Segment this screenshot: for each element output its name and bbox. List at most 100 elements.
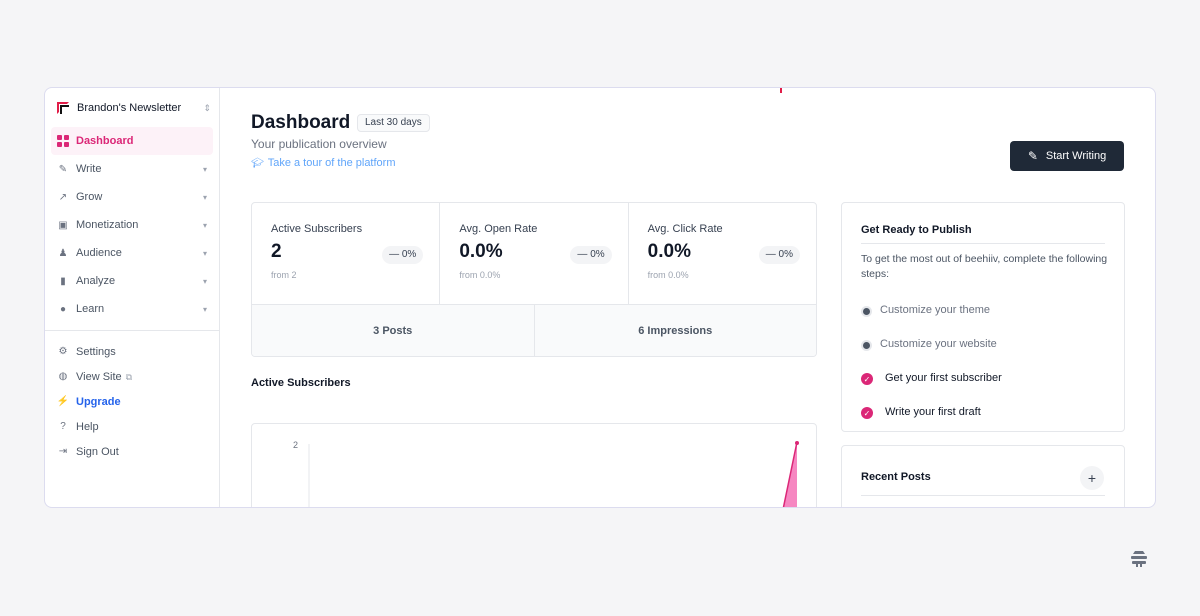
sidebar-item-label: Help (76, 420, 99, 433)
pencil-icon: ✎ (1027, 149, 1038, 163)
stat-label: Active Subscribers (271, 223, 363, 235)
pending-dot-icon (863, 307, 870, 315)
checklist-item[interactable]: ✓ Get your first subscriber (861, 362, 1002, 396)
sidebar-item-write[interactable]: ✎ Write ▾ (51, 155, 213, 183)
sidebar-item-settings[interactable]: ⚙ Settings (51, 339, 213, 364)
sidebar-item-audience[interactable]: ♟ Audience ▾ (51, 239, 213, 267)
posts-count[interactable]: 3 Posts (252, 305, 535, 356)
help-icon: ? (60, 421, 66, 432)
chevron-down-icon: ▾ (202, 304, 207, 314)
sidebar-item-upgrade[interactable]: ⚡ Upgrade (51, 389, 213, 414)
page-title: Dashboard (251, 112, 351, 133)
tour-link[interactable]: 🎓︎ Take a tour of the platform (251, 157, 396, 169)
secondary-nav: ⚙ Settings ◍ View Site ⧉ ⚡ Upgrade ? Help… (51, 339, 213, 464)
publication-switcher[interactable]: Brandon's Newsletter ⇕ (57, 98, 211, 118)
add-post-button[interactable]: + (1080, 466, 1104, 490)
stat-open-rate: Avg. Open Rate 0.0% from 0.0% — 0% (440, 203, 629, 304)
main-content: Dashboard Last 30 days Your publication … (220, 88, 1155, 507)
bar-chart-icon: ▮ (60, 275, 66, 287)
stat-change-badge: — 0% (570, 246, 612, 264)
checklist-label: Write your first draft (885, 406, 981, 418)
grid-icon (57, 135, 69, 147)
checklist-label: Customize your website (880, 338, 997, 350)
tour-link-label: Take a tour of the platform (267, 157, 396, 169)
line-series (782, 441, 798, 507)
page-subtitle: Your publication overview (251, 137, 387, 151)
stat-label: Avg. Open Rate (459, 223, 538, 235)
users-icon: ♟ (58, 247, 68, 259)
check-circle-icon: ✓ (861, 373, 873, 385)
pending-dot-icon (863, 341, 870, 349)
sidebar-item-analyze[interactable]: ▮ Analyze ▾ (51, 267, 213, 295)
chart-svg: 2 (293, 440, 799, 507)
chevron-down-icon: ▾ (202, 276, 207, 286)
lightbulb-icon: ● (59, 303, 67, 315)
start-writing-label: Start Writing (1045, 150, 1107, 162)
stats-card: Active Subscribers 2 from 2 — 0% Avg. Op… (251, 202, 817, 357)
stat-click-rate: Avg. Click Rate 0.0% from 0.0% — 0% (629, 203, 816, 304)
bolt-icon: ⚡ (56, 396, 70, 407)
sidebar-item-help[interactable]: ? Help (51, 414, 213, 439)
checklist-item[interactable]: ✓ Write your first draft (861, 396, 1002, 430)
sidebar-item-dashboard[interactable]: Dashboard (51, 127, 213, 155)
stat-value: 0.0% (647, 241, 691, 262)
panel-description: To get the most out of beehiiv, complete… (861, 253, 1108, 280)
gear-icon: ⚙ (58, 346, 68, 357)
sidebar-item-sign-out[interactable]: ⇥ Sign Out (51, 439, 213, 464)
recent-posts-panel: Recent Posts + (841, 445, 1125, 507)
checklist-item[interactable]: Customize your theme (861, 294, 1002, 328)
sidebar-divider (45, 330, 220, 331)
app-window: Brandon's Newsletter ⇕ Dashboard ✎ Write… (44, 87, 1156, 508)
sidebar-item-label: Write (76, 163, 102, 175)
stat-label: Avg. Click Rate (647, 223, 723, 235)
date-range-badge[interactable]: Last 30 days (357, 114, 430, 132)
impressions-count[interactable]: 6 Impressions (638, 325, 713, 337)
panel-divider (861, 495, 1105, 496)
progress-indicator (780, 88, 782, 93)
sign-out-icon: ⇥ (58, 446, 68, 457)
stat-active-subscribers: Active Subscribers 2 from 2 — 0% (252, 203, 441, 304)
data-point[interactable] (795, 441, 799, 445)
sidebar-item-label: Upgrade (76, 395, 121, 408)
chevron-up-down-icon: ⇕ (203, 102, 211, 113)
globe-icon: ◍ (58, 371, 68, 382)
sidebar-item-label: Learn (76, 303, 105, 315)
checklist-item[interactable]: Customize your website (861, 328, 1002, 362)
chevron-down-icon: ▾ (202, 192, 207, 202)
trending-icon: ↗ (58, 191, 68, 203)
sidebar-item-label: Dashboard (76, 135, 134, 147)
chevron-down-icon: ▾ (202, 164, 207, 174)
beehiiv-logo-icon (1131, 551, 1147, 567)
sidebar-item-label: Settings (76, 345, 116, 358)
panel-title: Get Ready to Publish (861, 224, 972, 236)
sidebar-item-learn[interactable]: ● Learn ▾ (51, 295, 213, 323)
stat-change-badge: — 0% (758, 246, 800, 264)
stat-value: 2 (271, 241, 282, 262)
subscribers-chart: 2 (251, 423, 817, 507)
chevron-down-icon: ▾ (202, 248, 207, 258)
sidebar-item-label: Audience (76, 247, 122, 259)
main-nav: Dashboard ✎ Write ▾ ↗ Grow ▾ ▣ Monetizat… (51, 127, 213, 323)
sidebar-item-monetization[interactable]: ▣ Monetization ▾ (51, 211, 213, 239)
panel-divider (861, 243, 1105, 244)
checklist-label: Customize your theme (880, 304, 991, 316)
sidebar-item-label: View Site (76, 370, 122, 383)
stat-from: from 2 (271, 270, 297, 280)
start-writing-button[interactable]: ✎ Start Writing (1010, 141, 1124, 171)
chart-title: Active Subscribers (251, 377, 351, 389)
sidebar-item-label: Monetization (76, 219, 139, 231)
get-ready-panel: Get Ready to Publish To get the most out… (841, 202, 1125, 432)
graduation-cap-icon: 🎓︎ (251, 157, 264, 169)
money-icon: ▣ (58, 219, 68, 231)
sidebar-item-label: Grow (76, 191, 103, 203)
check-circle-icon: ✓ (861, 407, 873, 419)
sidebar: Brandon's Newsletter ⇕ Dashboard ✎ Write… (45, 88, 220, 507)
sidebar-item-grow[interactable]: ↗ Grow ▾ (51, 183, 213, 211)
chevron-down-icon: ▾ (202, 220, 207, 230)
stat-from: from 0.0% (459, 270, 501, 280)
panel-title: Recent Posts (861, 471, 931, 483)
publication-name: Brandon's Newsletter (77, 102, 182, 114)
stat-value: 0.0% (459, 241, 503, 262)
stat-from: from 0.0% (647, 270, 689, 280)
sidebar-item-view-site[interactable]: ◍ View Site ⧉ (51, 364, 213, 389)
